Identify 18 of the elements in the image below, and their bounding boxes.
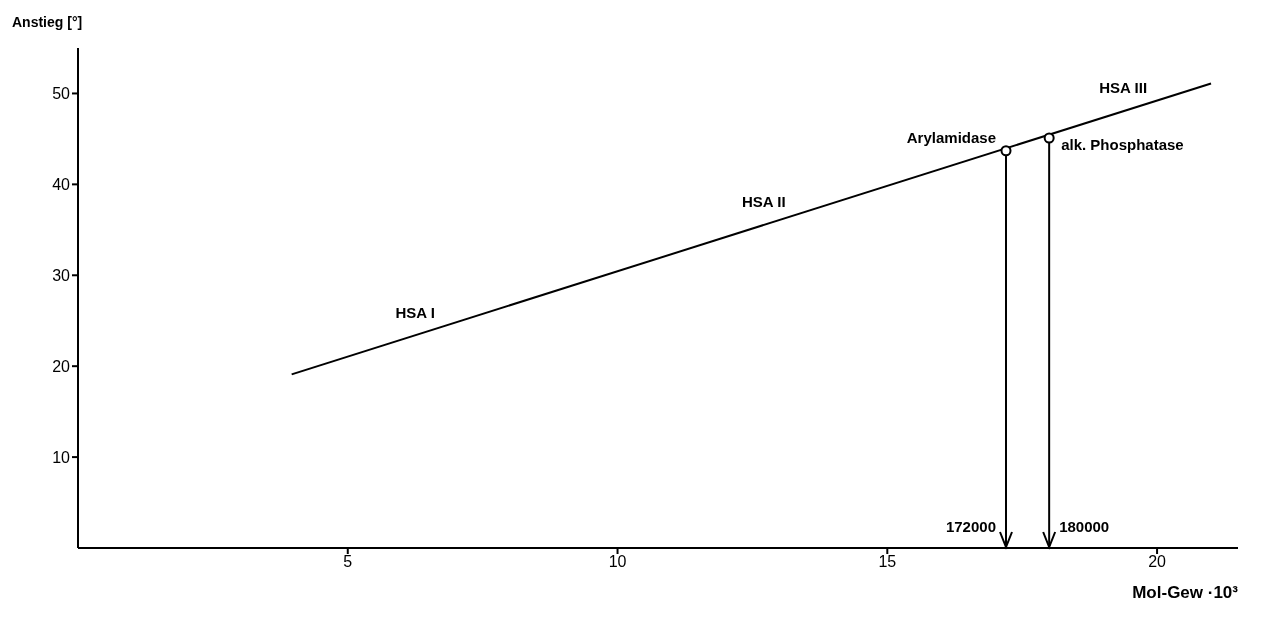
y-axis-title: Anstieg [°] bbox=[12, 14, 83, 30]
x-tick-label: 5 bbox=[343, 553, 353, 571]
y-tick-label: 30 bbox=[52, 266, 71, 284]
annotation: HSA I bbox=[395, 303, 435, 321]
annotation: 180000 bbox=[1059, 517, 1110, 535]
y-tick-label: 50 bbox=[52, 85, 71, 103]
y-tick-label: 10 bbox=[52, 448, 71, 466]
annotation: 172000 bbox=[945, 517, 996, 535]
y-tick-label: 20 bbox=[52, 357, 71, 375]
annotation: Arylamidase bbox=[906, 128, 996, 146]
x-tick-label: 20 bbox=[1148, 553, 1167, 571]
annotation: alk. Phosphatase bbox=[1061, 135, 1184, 153]
annotation: HSA II bbox=[741, 192, 786, 210]
x-axis-title: Mol-Gew ·10³ bbox=[1132, 583, 1239, 602]
x-tick-label: 10 bbox=[608, 553, 627, 571]
y-tick-label: 40 bbox=[52, 176, 71, 194]
annotation: HSA III bbox=[1099, 78, 1148, 96]
x-tick-label: 15 bbox=[878, 553, 897, 571]
